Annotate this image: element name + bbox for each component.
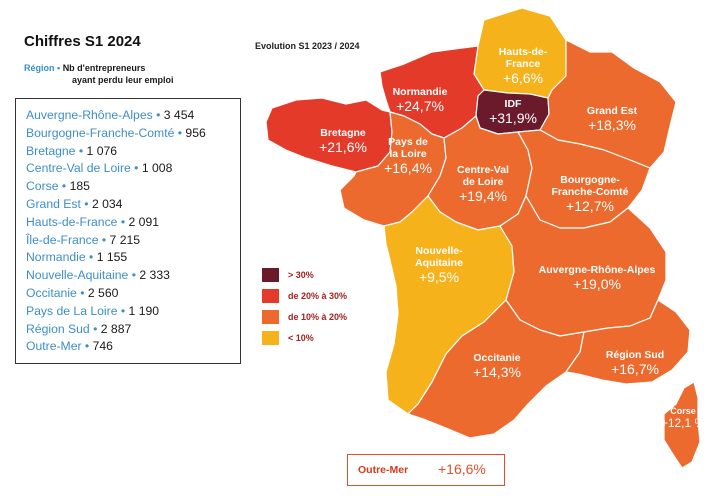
label-cvl: Centre-Val de Loire +19,4% [457,164,509,204]
label-bfc: Bourgogne- Franche-Comté +12,7% [551,174,629,214]
legend-label: > 30% [288,270,314,280]
subtitle-line1: Nb d'entrepreneurs [62,63,146,73]
list-item: Outre-Mer • 746 [26,339,113,354]
label-normandie: Normandie +24,7% [392,86,448,114]
legend-swatch [262,331,279,345]
label-pdl: Pays de la Loire +16,4% [384,136,432,176]
label-ara: Auvergne-Rhône-Alpes +19,0% [538,264,656,292]
label-bretagne: Bretagne +21,6% [319,127,367,155]
legend-swatch [262,289,279,303]
outremer-pct: +16,6% [438,461,486,477]
list-item: Nouvelle-Aquitaine • 2 333 [26,268,170,283]
list-item: Bourgogne-Franche-Comté • 956 [26,125,206,140]
legend-label: < 10% [288,333,314,343]
page-title: Chiffres S1 2024 [24,33,141,50]
legend-label: de 10% à 20% [288,312,348,322]
outremer-box: Outre-Mer +16,6% [347,454,505,486]
outremer-name: Outre-Mer [358,464,409,476]
list-item: Auvergne-Rhône-Alpes • 3 454 [26,108,195,122]
list-item: Corse • 185 [26,179,90,194]
subtitle-separator: • [57,63,61,73]
list-item: Occitanie • 2 560 [26,285,119,300]
list-item: Bretagne • 1 076 [26,143,118,158]
list-item: Normandie • 1 155 [26,250,128,265]
list-item: Grand Est • 2 034 [26,196,123,211]
subtitle-line2: ayant perdu leur emploi [72,75,174,85]
legend-label: de 20% à 30% [288,291,348,301]
counts-list: Auvergne-Rhône-Alpes • 3 454 Bourgogne-F… [15,98,241,364]
region-shape-sud [565,299,691,385]
subtitle-region: Région [24,63,55,73]
label-sud: Région Sud +16,7% [605,349,665,377]
label-idf: IDF +31,9% [489,98,537,126]
list-item: Pays de La Loire • 1 190 [26,303,160,318]
label-corse: Corse +12,1 % [660,406,706,430]
region-shape-corse [663,381,701,469]
map-caption: Evolution S1 2023 / 2024 [255,41,360,51]
legend-swatch [262,310,279,324]
list-item: Centre-Val de Loire • 1 008 [26,161,173,176]
label-hdf: Hauts-de- France +6,6% [498,46,548,86]
label-na: Nouvelle- Aquitaine +9,5% [415,245,463,285]
list-item: Hauts-de-France • 2 091 [26,214,160,229]
list-subtitle: Région • Nb d'entrepreneurs ayant perdu … [24,62,174,86]
label-occitanie: Occitanie +14,3% [473,352,521,380]
label-grand-est: Grand Est +18,3% [586,105,638,133]
list-item: Île-de-France • 7 215 [26,232,141,247]
legend-swatch [262,268,279,282]
list-item: Région Sud • 2 887 [26,321,132,336]
